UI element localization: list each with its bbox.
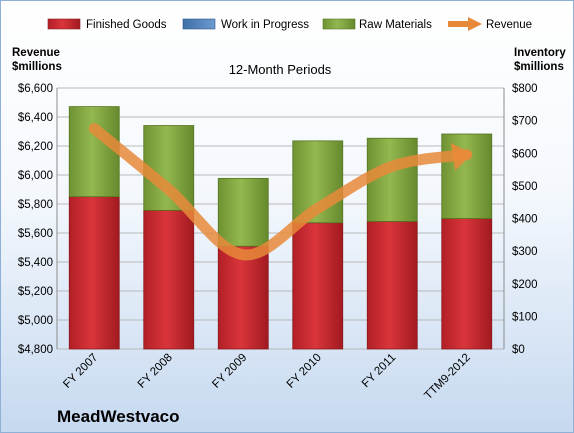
right-tick-label: $300 <box>512 246 538 258</box>
legend-swatch-revenue <box>448 17 482 31</box>
left-tick-label: $4,800 <box>18 344 53 356</box>
left-tick-label: $5,000 <box>18 315 53 327</box>
left-tick-label: $5,200 <box>18 286 53 298</box>
right-axis-title-line-1: Inventory <box>514 47 566 59</box>
bar-raw-materials <box>441 133 493 219</box>
revenue-line-path <box>88 123 473 261</box>
left-tick-label: $5,600 <box>18 228 53 240</box>
legend-swatch-finished-goods <box>47 18 81 30</box>
left-axis-title-line-1: Revenue <box>12 47 60 59</box>
right-tick-label: $700 <box>512 116 538 128</box>
x-tick-label: TTM9-2012 <box>422 352 473 403</box>
bars <box>68 106 493 350</box>
legend-label-raw-materials: Raw Materials <box>359 19 432 31</box>
right-tick-label: $500 <box>512 181 538 193</box>
right-axis-ticks: $0 $100 $200 $300 $400 $500 $600 $700 $800 <box>512 83 538 356</box>
x-tick-label: FY 2009 <box>210 352 249 391</box>
bar-raw-materials <box>366 137 418 222</box>
left-tick-label: $6,200 <box>18 141 53 153</box>
bar-finished-goods <box>366 221 418 350</box>
bar-finished-goods <box>441 218 493 350</box>
legend-label-revenue: Revenue <box>486 19 532 31</box>
revenue-line <box>88 123 473 261</box>
bar-finished-goods <box>68 196 120 350</box>
left-tick-label: $6,600 <box>18 83 53 95</box>
legend-label-finished-goods: Finished Goods <box>86 19 167 31</box>
left-tick-label: $6,400 <box>18 112 53 124</box>
legend-label-work-in-progress: Work in Progress <box>221 19 309 31</box>
gridlines <box>56 87 505 350</box>
bar-raw-materials <box>68 106 120 198</box>
legend-swatch-work-in-progress <box>182 18 216 30</box>
right-tick-label: $200 <box>512 279 538 291</box>
x-tick-label: FY 2008 <box>136 352 175 391</box>
x-tick-label: FY 2011 <box>360 352 398 390</box>
left-tick-label: $5,400 <box>18 257 53 269</box>
company-name: MeadWestvaco <box>57 407 180 426</box>
left-tick-label: $6,000 <box>18 170 53 182</box>
left-axis-title-line-2: $millions <box>12 61 62 73</box>
right-tick-label: $100 <box>512 311 538 323</box>
bar-finished-goods <box>143 209 195 350</box>
right-tick-label: $400 <box>512 214 538 226</box>
x-axis-ticks: FY 2007 FY 2008 FY 2009 FY 2010 FY 2011 TTM9-… <box>61 352 473 403</box>
bar-finished-goods <box>217 245 269 350</box>
left-tick-label: $5,800 <box>18 199 53 211</box>
left-axis-ticks: $4,800 $5,000 $5,200 $5,400 $5,600 $5,800 $6,0… <box>18 83 53 356</box>
chart-title: 12-Month Periods <box>229 62 332 77</box>
right-tick-label: $0 <box>512 344 525 356</box>
bar-raw-materials <box>217 177 269 247</box>
revenue-arrowhead <box>450 143 473 171</box>
x-tick-label: FY 2010 <box>285 352 324 391</box>
bar-finished-goods <box>292 222 344 350</box>
right-tick-label: $600 <box>512 148 538 160</box>
x-tick-label: FY 2007 <box>61 352 100 391</box>
right-tick-label: $800 <box>512 83 538 95</box>
legend: Finished Goods Work in Progress Raw Mate… <box>47 17 532 31</box>
legend-swatch-raw-materials <box>322 18 356 30</box>
right-axis-title-line-2: $millions <box>514 61 564 73</box>
